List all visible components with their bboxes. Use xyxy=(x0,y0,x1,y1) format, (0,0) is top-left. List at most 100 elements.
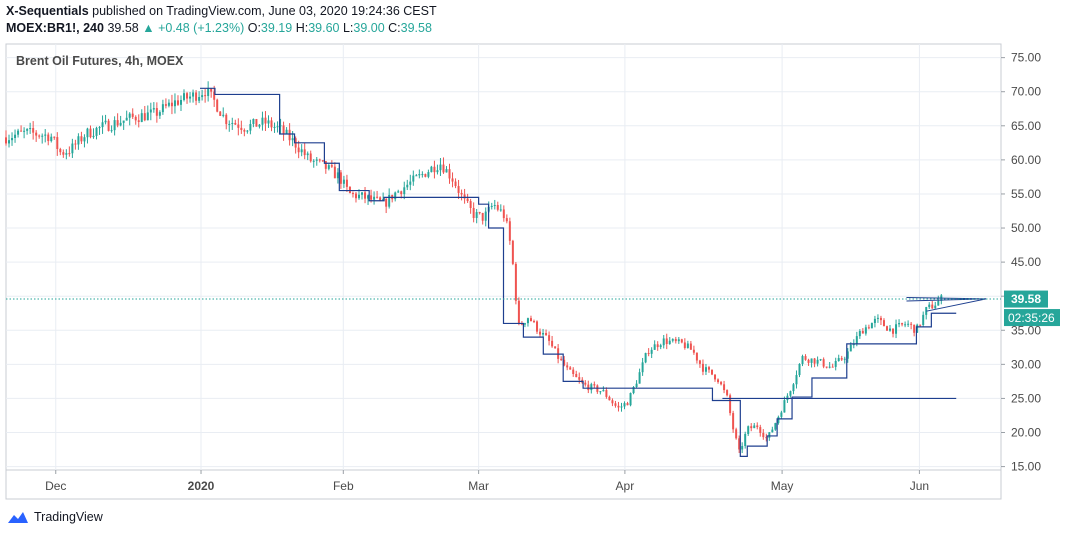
candle-body xyxy=(701,363,704,372)
candle-body xyxy=(822,359,825,367)
candle-body xyxy=(158,112,161,116)
candle-body xyxy=(774,423,777,430)
candle-body xyxy=(86,128,89,138)
x-tick-label: Feb xyxy=(333,479,354,493)
candle-body xyxy=(753,425,756,429)
candle-body xyxy=(548,335,551,341)
candle-body xyxy=(409,181,412,185)
last-price-tag: 39.58 02:35:26 xyxy=(1004,290,1060,327)
time-axis[interactable]: Dec 2020 Feb Mar Apr May Jun xyxy=(45,470,929,493)
candle-body xyxy=(484,211,487,221)
candle-body xyxy=(466,198,469,202)
candle-body xyxy=(656,344,659,348)
candle-body xyxy=(777,416,780,424)
candle-body xyxy=(807,359,810,363)
candle-body xyxy=(234,122,237,125)
candle-body xyxy=(855,336,858,345)
candle-body xyxy=(765,437,768,439)
candle-body xyxy=(934,305,937,309)
candle-body xyxy=(95,127,98,136)
candle-body xyxy=(720,382,723,385)
candle-body xyxy=(228,123,231,125)
candle-body xyxy=(179,99,182,105)
candle-body xyxy=(186,93,189,99)
candle-body xyxy=(207,88,210,97)
change-value: +0.48 (+1.23%) xyxy=(158,21,245,35)
candle-body xyxy=(463,194,466,199)
candle-body xyxy=(825,366,828,368)
candle-body xyxy=(240,127,243,131)
candle-body xyxy=(406,184,409,188)
candle-body xyxy=(279,125,282,127)
candle-body xyxy=(834,361,837,367)
tdst-step-line xyxy=(200,87,957,457)
publish-header: X-Sequentials published on TradingView.c… xyxy=(6,4,437,18)
candle-body xyxy=(354,193,357,199)
y-tick-label: 55.00 xyxy=(1011,187,1041,201)
candle-body xyxy=(285,129,288,134)
candle-body xyxy=(291,138,294,141)
candle-body xyxy=(255,119,258,127)
candle-body xyxy=(496,205,499,210)
candle-body xyxy=(303,149,306,156)
y-tick-label: 70.00 xyxy=(1011,85,1041,99)
candle-body xyxy=(306,153,309,156)
candle-body xyxy=(367,195,370,199)
candle-body xyxy=(714,374,717,380)
candle-body xyxy=(846,351,849,359)
candle-body xyxy=(659,345,662,348)
candle-body xyxy=(879,317,882,321)
x-tick-label: May xyxy=(771,479,794,493)
candle-body xyxy=(475,212,478,218)
candle-body xyxy=(689,343,692,350)
candle-body xyxy=(336,172,339,179)
candle-body xyxy=(517,300,520,324)
candle-body xyxy=(258,124,261,127)
last-price: 39.58 xyxy=(107,21,139,35)
up-triangle-icon: ▲ xyxy=(142,21,155,35)
candle-body xyxy=(65,153,68,155)
candle-body xyxy=(599,391,602,393)
candle-body xyxy=(629,393,632,406)
candle-body xyxy=(792,384,795,392)
author-name[interactable]: X-Sequentials xyxy=(6,4,89,18)
x-tick-label: Dec xyxy=(45,479,66,493)
candle-body xyxy=(816,359,819,364)
candle-body xyxy=(92,135,95,138)
candle-body xyxy=(882,320,885,327)
candle-body xyxy=(59,149,62,153)
candle-body xyxy=(345,179,348,187)
candle-body xyxy=(382,198,385,201)
candle-body xyxy=(23,130,26,132)
candle-body xyxy=(831,366,834,368)
candle-body xyxy=(195,92,198,101)
price-axis[interactable]: 75.0070.0065.0060.0055.0050.0045.0040.00… xyxy=(1001,51,1041,474)
candle-body xyxy=(723,384,726,391)
countdown-label: 02:35:26 xyxy=(1008,311,1055,325)
candle-body xyxy=(560,358,563,360)
candle-body xyxy=(798,363,801,376)
candle-body xyxy=(309,153,312,162)
candle-body xyxy=(189,96,192,99)
tradingview-logo[interactable]: TradingView xyxy=(6,509,103,525)
candle-body xyxy=(370,195,373,200)
candle-body xyxy=(711,369,714,375)
candle-body xyxy=(539,331,542,335)
candle-body xyxy=(351,193,354,195)
candle-body xyxy=(143,113,146,121)
symbol-label[interactable]: MOEX:BR1!, 240 xyxy=(6,21,104,35)
candle-body xyxy=(873,318,876,324)
candle-body xyxy=(602,390,605,392)
candle-body xyxy=(566,365,569,368)
candles xyxy=(5,81,943,454)
candle-body xyxy=(297,147,300,153)
candle-body xyxy=(852,344,855,346)
candle-body xyxy=(216,99,219,112)
candle-body xyxy=(590,384,593,391)
candle-body xyxy=(864,327,867,334)
candle-body xyxy=(89,128,92,138)
candle-body xyxy=(683,342,686,349)
candle-body xyxy=(828,366,831,368)
low-value: 39.00 xyxy=(353,21,385,35)
